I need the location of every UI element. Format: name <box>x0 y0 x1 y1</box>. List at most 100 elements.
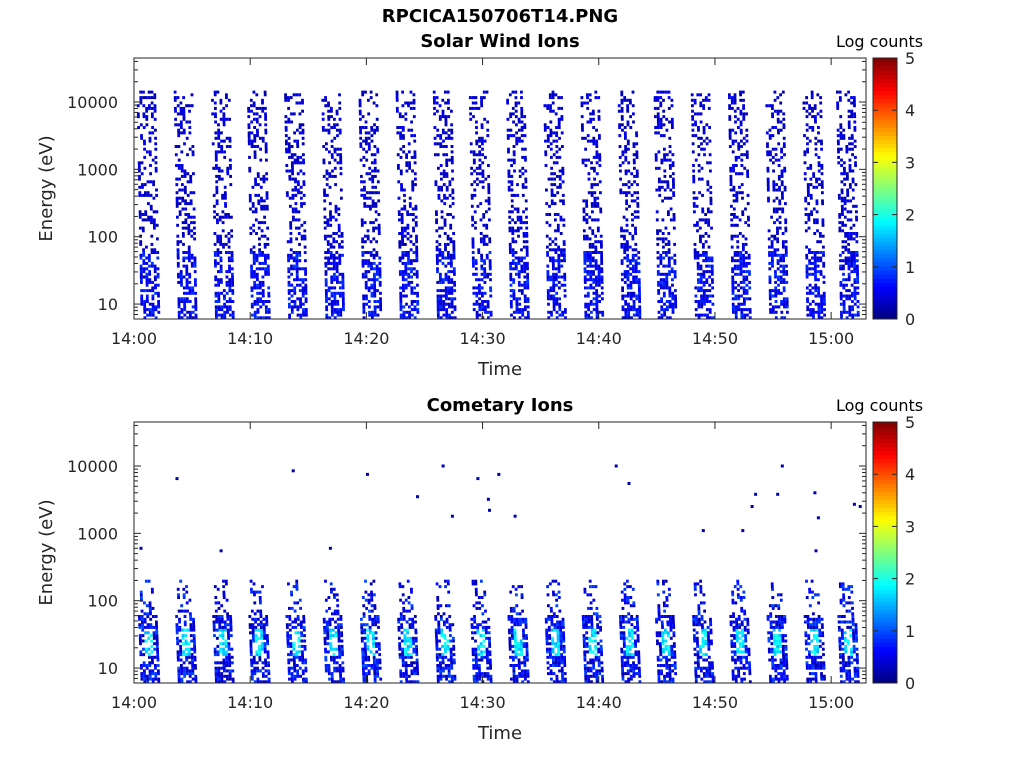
heatmap-cell <box>373 272 376 276</box>
heatmap-cell <box>553 177 556 181</box>
heatmap-cell <box>836 139 840 143</box>
heatmap-cell <box>779 109 783 113</box>
heatmap-cell <box>851 305 854 309</box>
heatmap-cell <box>137 161 141 165</box>
heatmap-cell <box>665 305 669 309</box>
heatmap-cell <box>339 313 343 317</box>
heatmap-cell <box>146 625 150 629</box>
heatmap-cell <box>485 253 489 257</box>
heatmap-cell <box>805 286 809 290</box>
heatmap-cell <box>156 644 159 648</box>
heatmap-cell <box>226 172 230 176</box>
heatmap-cell <box>738 232 742 236</box>
heatmap-cell <box>295 278 299 282</box>
heatmap-cell <box>559 199 562 203</box>
heatmap-cell <box>768 289 772 293</box>
heatmap-cell <box>585 218 589 222</box>
heatmap-cell <box>194 291 197 295</box>
heatmap-cell <box>367 147 371 151</box>
heatmap-cell <box>669 207 673 211</box>
heatmap-cell <box>335 264 339 268</box>
heatmap-cell <box>563 256 566 260</box>
heatmap-cell <box>546 278 550 282</box>
heatmap-cell <box>140 278 143 282</box>
heatmap-cell <box>768 251 771 255</box>
heatmap-cell <box>149 164 152 168</box>
heatmap-cell <box>256 128 259 132</box>
heatmap-cell <box>847 278 851 282</box>
heatmap-cell <box>627 185 631 189</box>
heatmap-cell <box>667 261 671 265</box>
heatmap-cell <box>193 256 197 260</box>
heatmap-cell <box>524 169 528 173</box>
heatmap-cell <box>549 278 553 282</box>
heatmap-cell <box>596 226 600 230</box>
heatmap-cell <box>293 131 296 135</box>
heatmap-cell <box>447 289 451 293</box>
heatmap-cell <box>404 112 408 116</box>
heatmap-cell <box>153 93 157 97</box>
heatmap-cell <box>407 142 411 146</box>
heatmap-cell <box>731 291 735 295</box>
heatmap-cell <box>730 218 734 222</box>
heatmap-cell <box>371 191 375 195</box>
heatmap-cell <box>362 302 366 306</box>
heatmap-cell <box>595 294 599 298</box>
heatmap-cell <box>259 136 262 140</box>
heatmap-cell <box>262 177 266 181</box>
heatmap-cell <box>403 234 407 238</box>
heatmap-cell <box>184 642 188 646</box>
heatmap-cell <box>513 169 516 173</box>
heatmap-cell <box>806 136 809 140</box>
heatmap-cell <box>267 267 270 271</box>
heatmap-cell <box>222 661 226 665</box>
heatmap-cell <box>253 272 256 276</box>
heatmap-cell <box>149 172 152 176</box>
heatmap-cell <box>324 261 328 265</box>
heatmap-cell <box>226 305 229 309</box>
heatmap-cell <box>367 289 371 293</box>
heatmap-cell <box>372 261 376 265</box>
heatmap-cell <box>849 232 853 236</box>
heatmap-cell <box>294 193 298 197</box>
heatmap-cell <box>336 291 339 295</box>
heatmap-cell <box>224 215 228 219</box>
heatmap-cell <box>435 96 439 100</box>
heatmap-cell <box>552 280 556 284</box>
heatmap-cell <box>804 213 808 217</box>
heatmap-cell <box>478 180 482 184</box>
heatmap-cell <box>484 199 488 203</box>
heatmap-cell <box>143 674 146 678</box>
heatmap-cell <box>147 579 151 583</box>
heatmap-cell <box>817 294 821 298</box>
heatmap-cell <box>517 272 521 276</box>
heatmap-cell <box>550 191 554 195</box>
heatmap-cell <box>412 93 416 97</box>
heatmap-cell <box>702 126 706 130</box>
heatmap-cell <box>737 308 741 312</box>
heatmap-cell <box>290 112 293 116</box>
heatmap-cell <box>593 202 597 206</box>
heatmap-cell <box>590 183 594 187</box>
heatmap-cell <box>806 188 810 192</box>
heatmap-cell <box>702 275 706 279</box>
heatmap-cell <box>706 188 710 192</box>
heatmap-cell <box>264 308 268 312</box>
heatmap-cell <box>180 672 184 676</box>
heatmap-cell <box>507 172 511 176</box>
heatmap-cell <box>779 128 783 132</box>
heatmap-cell <box>289 253 293 257</box>
heatmap-cell <box>445 316 449 320</box>
heatmap-cell <box>667 210 670 214</box>
heatmap-cell <box>664 226 668 230</box>
heatmap-cell <box>628 232 632 236</box>
heatmap-cell <box>325 169 329 173</box>
heatmap-cell <box>667 256 671 260</box>
heatmap-cell <box>401 128 405 132</box>
heatmap-cell <box>250 289 254 293</box>
heatmap-cell <box>627 316 631 320</box>
heatmap-cell <box>814 275 817 279</box>
heatmap-cell <box>328 150 331 154</box>
heatmap-cell <box>853 253 856 257</box>
heatmap-cell <box>192 620 195 624</box>
